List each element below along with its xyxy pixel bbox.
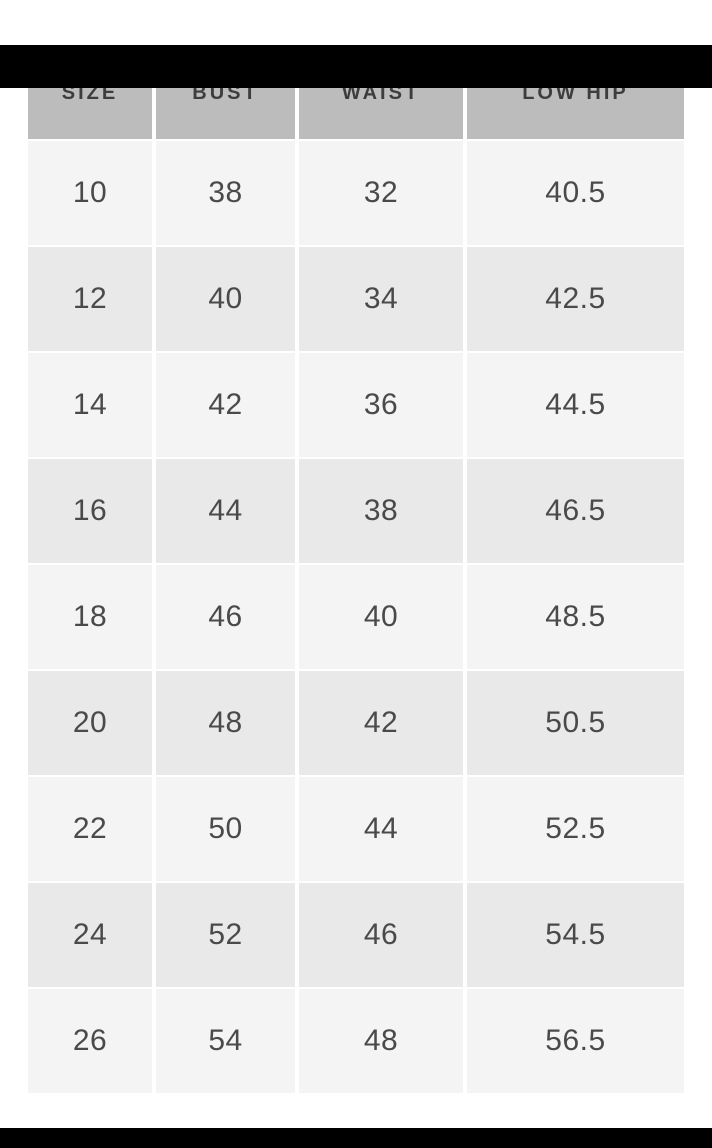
cell-waist: 48 xyxy=(299,989,463,1093)
table-row: 24 52 46 54.5 xyxy=(28,883,684,987)
table-row: 14 42 36 44.5 xyxy=(28,353,684,457)
cell-size: 24 xyxy=(28,883,152,987)
cell-low-hip: 44.5 xyxy=(467,353,684,457)
cell-low-hip: 52.5 xyxy=(467,777,684,881)
cell-low-hip: 50.5 xyxy=(467,671,684,775)
cell-bust: 38 xyxy=(156,141,295,245)
cell-waist: 44 xyxy=(299,777,463,881)
cell-low-hip: 42.5 xyxy=(467,247,684,351)
cell-waist: 38 xyxy=(299,459,463,563)
table-row: 10 38 32 40.5 xyxy=(28,141,684,245)
table-row: 12 40 34 42.5 xyxy=(28,247,684,351)
cell-waist: 46 xyxy=(299,883,463,987)
cell-size: 14 xyxy=(28,353,152,457)
cell-size: 18 xyxy=(28,565,152,669)
cell-size: 20 xyxy=(28,671,152,775)
table-row: 20 48 42 50.5 xyxy=(28,671,684,775)
table-row: 18 46 40 48.5 xyxy=(28,565,684,669)
cell-bust: 54 xyxy=(156,989,295,1093)
cell-waist: 34 xyxy=(299,247,463,351)
cell-waist: 40 xyxy=(299,565,463,669)
top-letterbox-bar xyxy=(0,45,712,88)
table-row: 26 54 48 56.5 xyxy=(28,989,684,1093)
cell-bust: 46 xyxy=(156,565,295,669)
cell-low-hip: 56.5 xyxy=(467,989,684,1093)
cell-low-hip: 46.5 xyxy=(467,459,684,563)
cell-bust: 42 xyxy=(156,353,295,457)
cell-low-hip: 40.5 xyxy=(467,141,684,245)
cell-bust: 40 xyxy=(156,247,295,351)
cell-size: 16 xyxy=(28,459,152,563)
cell-bust: 50 xyxy=(156,777,295,881)
cell-waist: 32 xyxy=(299,141,463,245)
cell-size: 10 xyxy=(28,141,152,245)
cell-size: 22 xyxy=(28,777,152,881)
cell-waist: 36 xyxy=(299,353,463,457)
cell-bust: 44 xyxy=(156,459,295,563)
table-row: 22 50 44 52.5 xyxy=(28,777,684,881)
cell-bust: 52 xyxy=(156,883,295,987)
table-row: 16 44 38 46.5 xyxy=(28,459,684,563)
cell-size: 26 xyxy=(28,989,152,1093)
cell-low-hip: 54.5 xyxy=(467,883,684,987)
cell-waist: 42 xyxy=(299,671,463,775)
cell-bust: 48 xyxy=(156,671,295,775)
cell-low-hip: 48.5 xyxy=(467,565,684,669)
cell-size: 12 xyxy=(28,247,152,351)
bottom-letterbox-bar xyxy=(0,1128,712,1148)
size-chart-table: SIZE BUST WAIST LOW HIP 10 38 32 40.5 12… xyxy=(24,45,688,1095)
